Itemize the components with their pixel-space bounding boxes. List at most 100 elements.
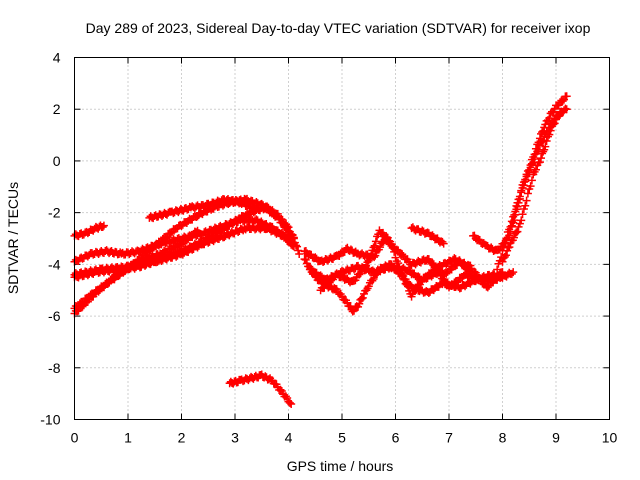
data-point — [364, 256, 373, 265]
data-point — [358, 293, 367, 302]
x-axis-label: GPS time / hours — [287, 458, 394, 474]
data-point — [501, 251, 510, 260]
data-point — [395, 263, 404, 272]
x-tick-label: 9 — [552, 430, 560, 446]
data-point — [279, 219, 288, 228]
data-point — [428, 259, 437, 268]
data-point — [384, 236, 393, 245]
data-point — [526, 161, 535, 170]
data-point — [295, 250, 304, 259]
data-point — [562, 105, 571, 114]
data-point — [398, 271, 407, 280]
data-point — [517, 216, 526, 225]
data-point — [367, 251, 376, 260]
series-track-1 — [70, 221, 108, 241]
data-point — [412, 285, 421, 294]
y-tick-label: 2 — [53, 101, 61, 117]
data-point — [539, 147, 548, 156]
data-point — [562, 92, 571, 101]
data-point — [525, 165, 534, 174]
data-point — [257, 199, 266, 208]
data-point — [365, 255, 374, 264]
data-point — [284, 226, 293, 235]
y-tick-label: -8 — [48, 360, 61, 376]
data-point — [557, 107, 566, 116]
series-track-13 — [407, 223, 448, 248]
data-point — [550, 119, 559, 128]
data-point — [276, 385, 285, 394]
series-track-15 — [493, 92, 571, 274]
data-point — [284, 236, 293, 245]
series-track-7 — [70, 222, 298, 280]
data-point — [439, 239, 448, 248]
data-point — [506, 222, 515, 231]
data-point — [502, 234, 511, 243]
data-point — [394, 259, 403, 268]
data-point — [523, 167, 532, 176]
data-point — [558, 97, 567, 106]
y-tick-label: -4 — [48, 256, 61, 272]
data-point — [537, 154, 546, 163]
data-point — [509, 212, 518, 221]
data-point — [539, 127, 548, 136]
data-point — [301, 255, 310, 264]
data-point — [390, 247, 399, 256]
data-point — [428, 231, 437, 240]
data-point — [515, 192, 524, 201]
x-tick-label: 8 — [499, 430, 507, 446]
data-point — [549, 120, 558, 129]
data-point — [546, 126, 555, 135]
data-point — [362, 261, 371, 270]
data-point — [545, 130, 554, 139]
series-track-6 — [145, 194, 261, 223]
data-point — [493, 265, 502, 274]
data-point — [289, 233, 298, 242]
data-point — [402, 280, 411, 289]
data-point — [386, 237, 395, 246]
data-point — [356, 269, 365, 278]
data-point — [316, 271, 325, 280]
data-point — [332, 285, 341, 294]
data-point — [94, 287, 103, 296]
data-point — [517, 186, 526, 195]
data-point — [369, 243, 378, 252]
data-point — [338, 292, 346, 301]
data-point — [522, 196, 531, 205]
x-tick-label: 6 — [392, 430, 400, 446]
data-point — [453, 278, 462, 287]
data-point — [411, 287, 420, 296]
data-point — [554, 112, 563, 121]
data-point — [388, 244, 397, 253]
data-point — [518, 210, 527, 219]
data-point — [535, 134, 544, 143]
data-point — [500, 252, 509, 261]
y-tick-label: 0 — [53, 153, 61, 169]
data-point — [228, 219, 237, 228]
data-point — [109, 275, 118, 284]
data-point — [400, 275, 409, 284]
data-point — [368, 276, 377, 285]
data-point — [398, 250, 407, 259]
data-point — [285, 398, 294, 407]
data-point — [357, 294, 366, 303]
data-point — [531, 144, 540, 153]
data-point — [498, 268, 507, 277]
data-point — [403, 282, 412, 291]
data-point — [530, 150, 539, 159]
plot-frame — [74, 57, 610, 420]
data-point — [538, 128, 547, 137]
data-point — [438, 237, 447, 246]
data-point — [364, 282, 373, 291]
data-point — [507, 269, 516, 278]
data-point — [507, 217, 516, 226]
x-tick-label: 5 — [338, 430, 346, 446]
data-point — [407, 292, 416, 301]
data-point — [534, 138, 543, 147]
data-point — [98, 222, 107, 231]
data-point — [370, 241, 379, 250]
data-point — [324, 279, 333, 288]
data-point — [542, 136, 551, 145]
data-point — [442, 269, 451, 278]
data-point — [277, 218, 286, 227]
